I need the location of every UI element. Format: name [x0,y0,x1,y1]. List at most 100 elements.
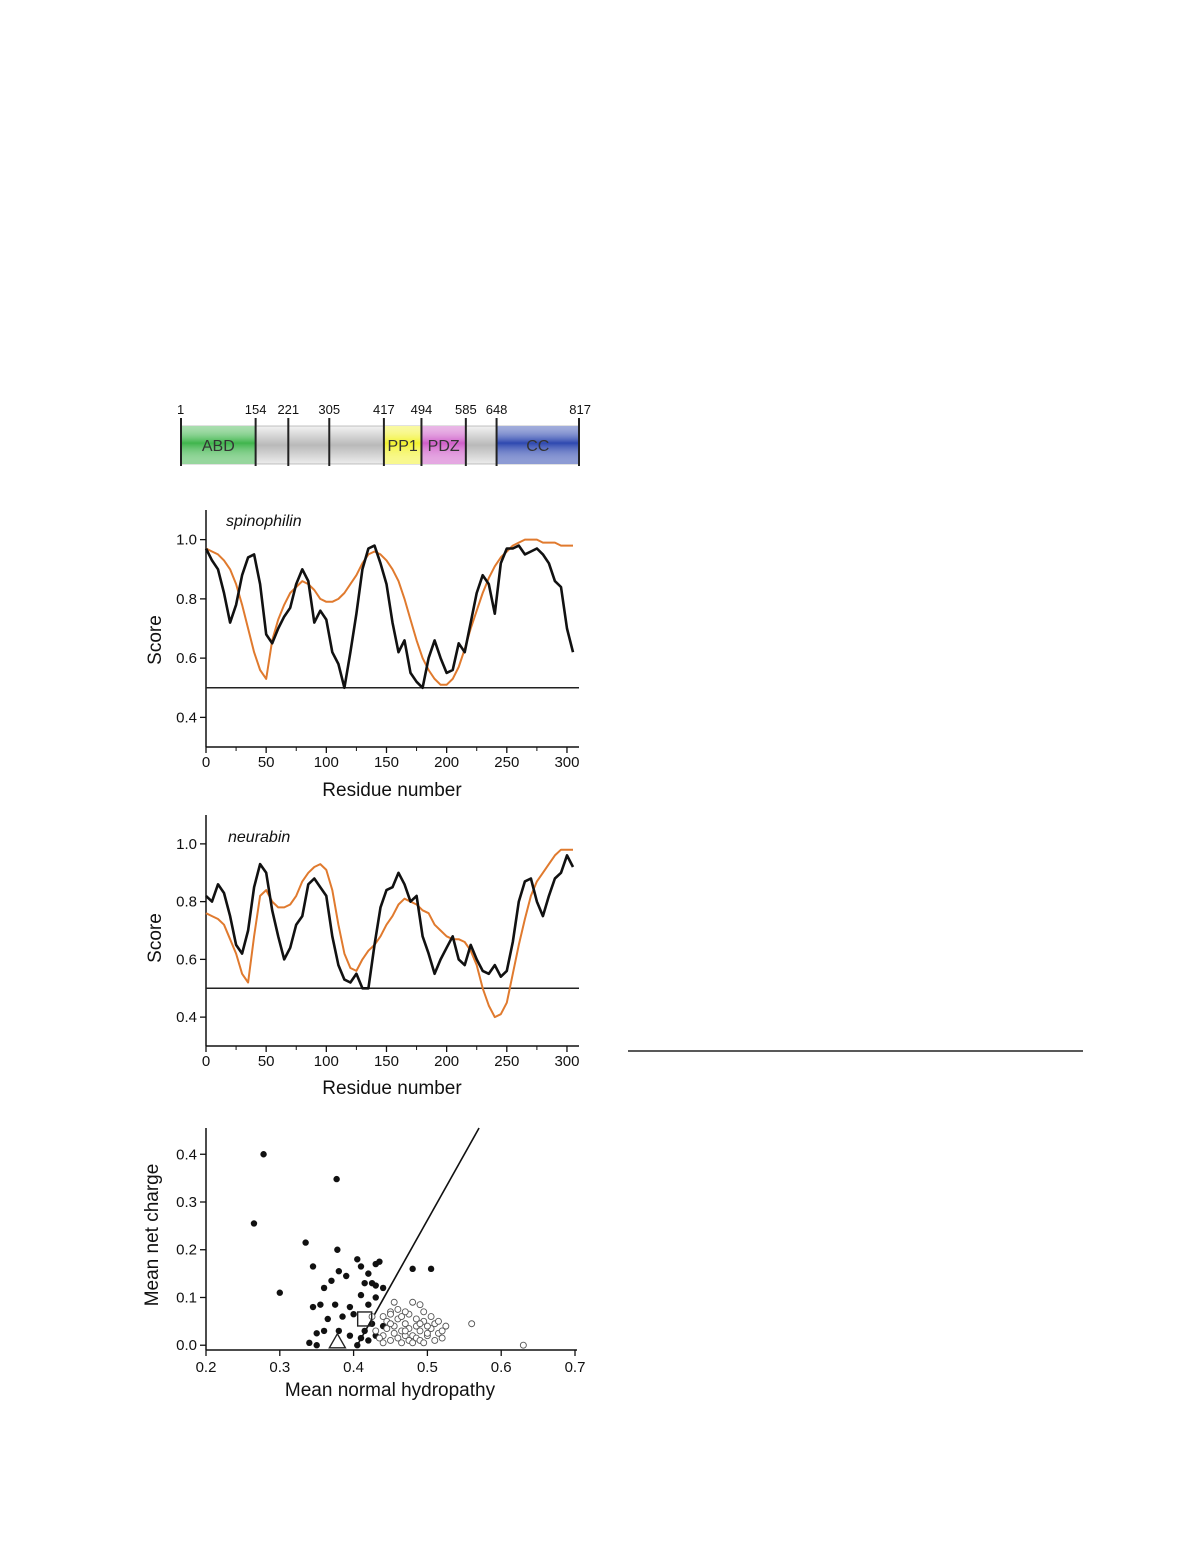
ordered-protein-point [317,1301,324,1308]
x-tick-label: 0.5 [417,1359,438,1376]
x-tick-label: 150 [374,754,399,771]
disordered-protein-point [412,1315,420,1323]
disordered-protein-point [435,1317,442,1325]
disordered-protein-point [387,1310,394,1318]
x-axis-label: Residue number [322,1078,462,1099]
ordered-protein-point [276,1289,283,1296]
disordered-protein-point [420,1308,428,1316]
ordered-protein-point [333,1175,340,1183]
x-tick-label: 50 [258,1053,275,1070]
disordered-protein-point [398,1313,406,1321]
disordered-protein-point [401,1327,409,1335]
ordered-protein-point [372,1294,379,1301]
disordered-protein-point [416,1301,424,1309]
domain-boundary-label: 585 [455,402,477,417]
x-tick-label: 0.7 [565,1359,586,1376]
disordered-protein-point [416,1327,424,1335]
disordered-protein-point [379,1313,387,1321]
y-tick-label: 0.3 [176,1194,197,1211]
y-tick-label: 1.0 [176,532,197,549]
disordered-protein-point [394,1334,402,1342]
domain-boundary-label: 817 [569,402,591,417]
ordered-protein-point [365,1270,372,1277]
ordered-protein-point [334,1246,341,1253]
black-score-line [205,854,575,990]
disordered-protein-point [468,1320,476,1328]
ordered-protein-point [379,1284,387,1292]
disordered-protein-point [409,1339,417,1347]
hydropathy-charge-scatter: 0.2 0.3 0.4 0.5 0.6 0.7 0.0 0.1 0.2 0.3 0.4 Mean n… [142,1127,586,1401]
x-tick-label: 200 [434,754,459,771]
spinophilin-chart: 0 50 100 150 200 250 300 0.4 0.6 0.8 1.0 spinophil… [145,510,579,801]
y-tick-label: 0.8 [176,591,197,608]
y-tick-label: 0.4 [176,709,197,726]
y-tick-label: 0.6 [176,951,197,968]
x-tick-label: 150 [374,1053,399,1070]
ordered-protein-point [346,1332,354,1339]
y-tick-label: 0.6 [176,650,197,667]
triangle-marker [328,1332,347,1349]
domain-boundary-label: 494 [411,402,433,417]
ordered-protein-point [365,1337,372,1344]
domain-shade [496,426,579,464]
black-score-line [204,544,575,690]
ordered-protein-point [335,1268,343,1275]
domain-shade [421,426,466,464]
y-tick-label: 0.4 [176,1146,197,1163]
domain-label: PDZ [428,438,460,455]
ordered-protein-point [365,1301,372,1308]
ordered-protein-point [250,1220,258,1227]
disordered-protein-point [416,1320,424,1328]
y-tick-label: 0.4 [176,1009,197,1026]
ordered-protein-point [372,1282,379,1289]
ordered-protein-point [309,1303,317,1311]
disordered-protein-point [431,1337,439,1344]
disordered-protein-point [519,1341,527,1349]
x-tick-label: 0.2 [196,1359,217,1376]
x-tick-label: 0 [202,754,210,771]
x-tick-label: 100 [314,754,339,771]
y-tick-label: 0.8 [176,894,197,911]
disordered-protein-point [394,1305,402,1313]
domain-boundary-label: 417 [373,402,395,417]
disordered-protein-point [427,1313,435,1321]
ordered-protein-point [427,1265,435,1273]
square-marker [356,1311,373,1327]
ordered-protein-point [320,1284,328,1292]
x-tick-label: 200 [434,1053,459,1070]
ordered-protein-point [357,1334,365,1342]
ordered-protein-point [309,1263,317,1270]
domain-label: PP1 [388,438,418,455]
disordered-protein-point [438,1334,446,1342]
disordered-protein-point [401,1320,409,1328]
ordered-protein-point [335,1327,343,1335]
ordered-protein-point [331,1301,339,1308]
ordered-protein-point [339,1313,346,1320]
x-axis-label: Residue number [322,780,462,801]
ordered-protein-point [324,1315,331,1323]
y-axis-label: Score [145,913,166,963]
disordered-protein-point [372,1327,380,1335]
disordered-protein-point [423,1329,431,1337]
disordered-protein-point [401,1308,409,1316]
domain-map: ABD PP1 PDZ CC 1 154 221 305 417 494 585 648 817 [177,402,591,466]
y-axis-label: Score [145,615,166,665]
y-tick-label: 1.0 [176,836,197,853]
disordered-protein-point [390,1298,398,1306]
ordered-protein-point [376,1258,383,1265]
x-tick-label: 300 [554,754,579,771]
domain-label: ABD [202,438,235,455]
ordered-protein-point [354,1256,361,1263]
ordered-protein-point [328,1277,335,1284]
y-tick-label: 0.2 [176,1242,197,1259]
y-axis-label: Mean net charge [142,1164,163,1307]
disordered-protein-point [387,1320,394,1328]
domain-boundary-label: 221 [277,402,299,417]
orange-score-line [205,848,573,1019]
ordered-protein-point [306,1339,313,1347]
chart-title: neurabin [228,829,290,846]
domain-shade [181,426,256,464]
x-tick-label: 50 [258,754,275,771]
disordered-protein-point [438,1327,446,1335]
